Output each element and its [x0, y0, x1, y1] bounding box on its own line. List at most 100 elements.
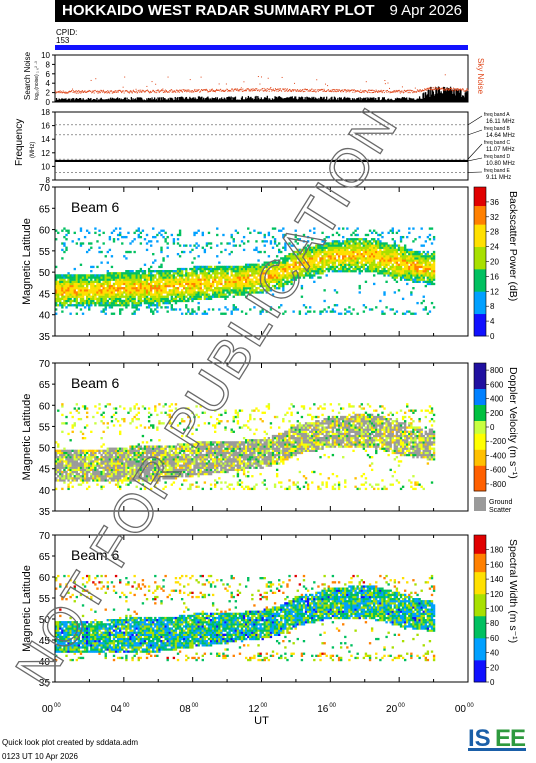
- search-noise-bar: [298, 96, 300, 102]
- search-noise-bar: [454, 88, 456, 102]
- power-cell: [149, 278, 153, 281]
- power-cell: [183, 267, 186, 271]
- power-cell: [129, 282, 132, 286]
- power-cell: [377, 244, 380, 247]
- power-cell: [205, 312, 209, 315]
- velocity-cell: [69, 462, 72, 465]
- sky-noise-point: [289, 88, 291, 90]
- power-cell: [430, 267, 434, 271]
- power-cell: [98, 299, 101, 303]
- velocity-cell: [59, 458, 62, 461]
- power-cell: [364, 259, 368, 262]
- search-noise-bar: [93, 99, 96, 102]
- power-cell: [183, 280, 186, 283]
- power-cell: [379, 259, 382, 262]
- power-cell: [397, 270, 401, 273]
- sky-noise-point: [346, 90, 348, 92]
- search-noise-bar: [95, 99, 97, 102]
- power-cell: [383, 255, 386, 258]
- search-noise-bar: [221, 97, 223, 102]
- power-cell: [211, 282, 215, 286]
- power-cell: [397, 248, 401, 252]
- power-ytick-label: 60: [39, 226, 51, 237]
- power-cell: [218, 308, 221, 311]
- power-cell: [350, 312, 353, 315]
- power-cell: [370, 267, 374, 271]
- search-noise-bar: [432, 91, 435, 102]
- power-cell: [360, 246, 363, 249]
- sky-noise-point: [238, 89, 240, 91]
- power-cell: [403, 276, 407, 279]
- search-noise-bar: [179, 97, 182, 102]
- sky-noise-point: [400, 90, 402, 92]
- power-cell: [284, 257, 287, 260]
- power-cell: [278, 306, 281, 309]
- power-cell: [280, 304, 283, 307]
- power-cell: [149, 299, 153, 303]
- power-cell: [61, 284, 64, 288]
- search-noise-bar: [79, 98, 82, 102]
- power-cell: [335, 270, 339, 273]
- power-cell: [176, 267, 180, 271]
- power-cell: [224, 306, 227, 309]
- sky-noise-point: [434, 87, 436, 89]
- power-cell: [174, 301, 178, 305]
- power-cell: [137, 301, 140, 305]
- sky-noise-point: [169, 90, 171, 92]
- search-noise-bar: [177, 97, 179, 102]
- search-noise-bar: [283, 98, 285, 102]
- power-cell: [255, 272, 258, 275]
- sky-noise-point: [417, 89, 419, 91]
- power-cell: [319, 267, 322, 271]
- power-cell: [180, 293, 184, 296]
- power-cell: [55, 304, 58, 307]
- power-cell: [85, 250, 89, 254]
- velocity-cell: [79, 483, 83, 486]
- power-cell: [73, 280, 76, 283]
- power-cell: [240, 282, 244, 286]
- sky-noise-point: [209, 89, 211, 91]
- search-noise-bar: [157, 97, 159, 102]
- power-cell: [329, 259, 333, 262]
- power-cell: [339, 250, 343, 254]
- power-cell: [420, 252, 423, 256]
- power-cell: [333, 246, 337, 249]
- sky-noise-point: [458, 89, 460, 91]
- velocity-cell: [83, 470, 87, 474]
- power-cell: [263, 270, 266, 273]
- power-cell: [263, 261, 266, 264]
- sky-noise-point: [253, 88, 255, 90]
- power-cell: [187, 272, 190, 275]
- power-cell: [203, 265, 207, 269]
- velocity-cell: [85, 458, 89, 461]
- power-cell: [356, 312, 359, 315]
- search-noise-bar: [412, 98, 414, 102]
- search-noise-bar: [463, 97, 465, 102]
- power-cell: [73, 289, 76, 292]
- search-noise-bar: [320, 96, 322, 102]
- power-cell: [259, 274, 262, 277]
- power-cell: [300, 257, 304, 260]
- power-cell: [393, 242, 397, 245]
- velocity-cell: [104, 475, 107, 478]
- power-cell: [199, 265, 202, 269]
- power-cell: [191, 280, 194, 283]
- power-cell: [83, 289, 87, 292]
- power-cell: [356, 259, 359, 262]
- power-cell: [278, 267, 281, 271]
- sky-noise-point: [91, 92, 93, 94]
- velocity-cell: [90, 468, 93, 472]
- power-cell: [98, 289, 101, 292]
- power-cell: [121, 235, 124, 239]
- power-cell: [79, 301, 83, 305]
- power-cell: [230, 289, 233, 292]
- search-noise-bar: [112, 98, 114, 102]
- power-cell: [339, 267, 343, 271]
- velocity-cell: [83, 464, 87, 467]
- search-noise-bar: [312, 98, 314, 102]
- sky-noise-point: [62, 92, 64, 94]
- sky-noise-point: [398, 89, 400, 91]
- velocity-cell: [65, 470, 68, 474]
- power-cell: [209, 297, 213, 301]
- power-cell: [364, 246, 368, 249]
